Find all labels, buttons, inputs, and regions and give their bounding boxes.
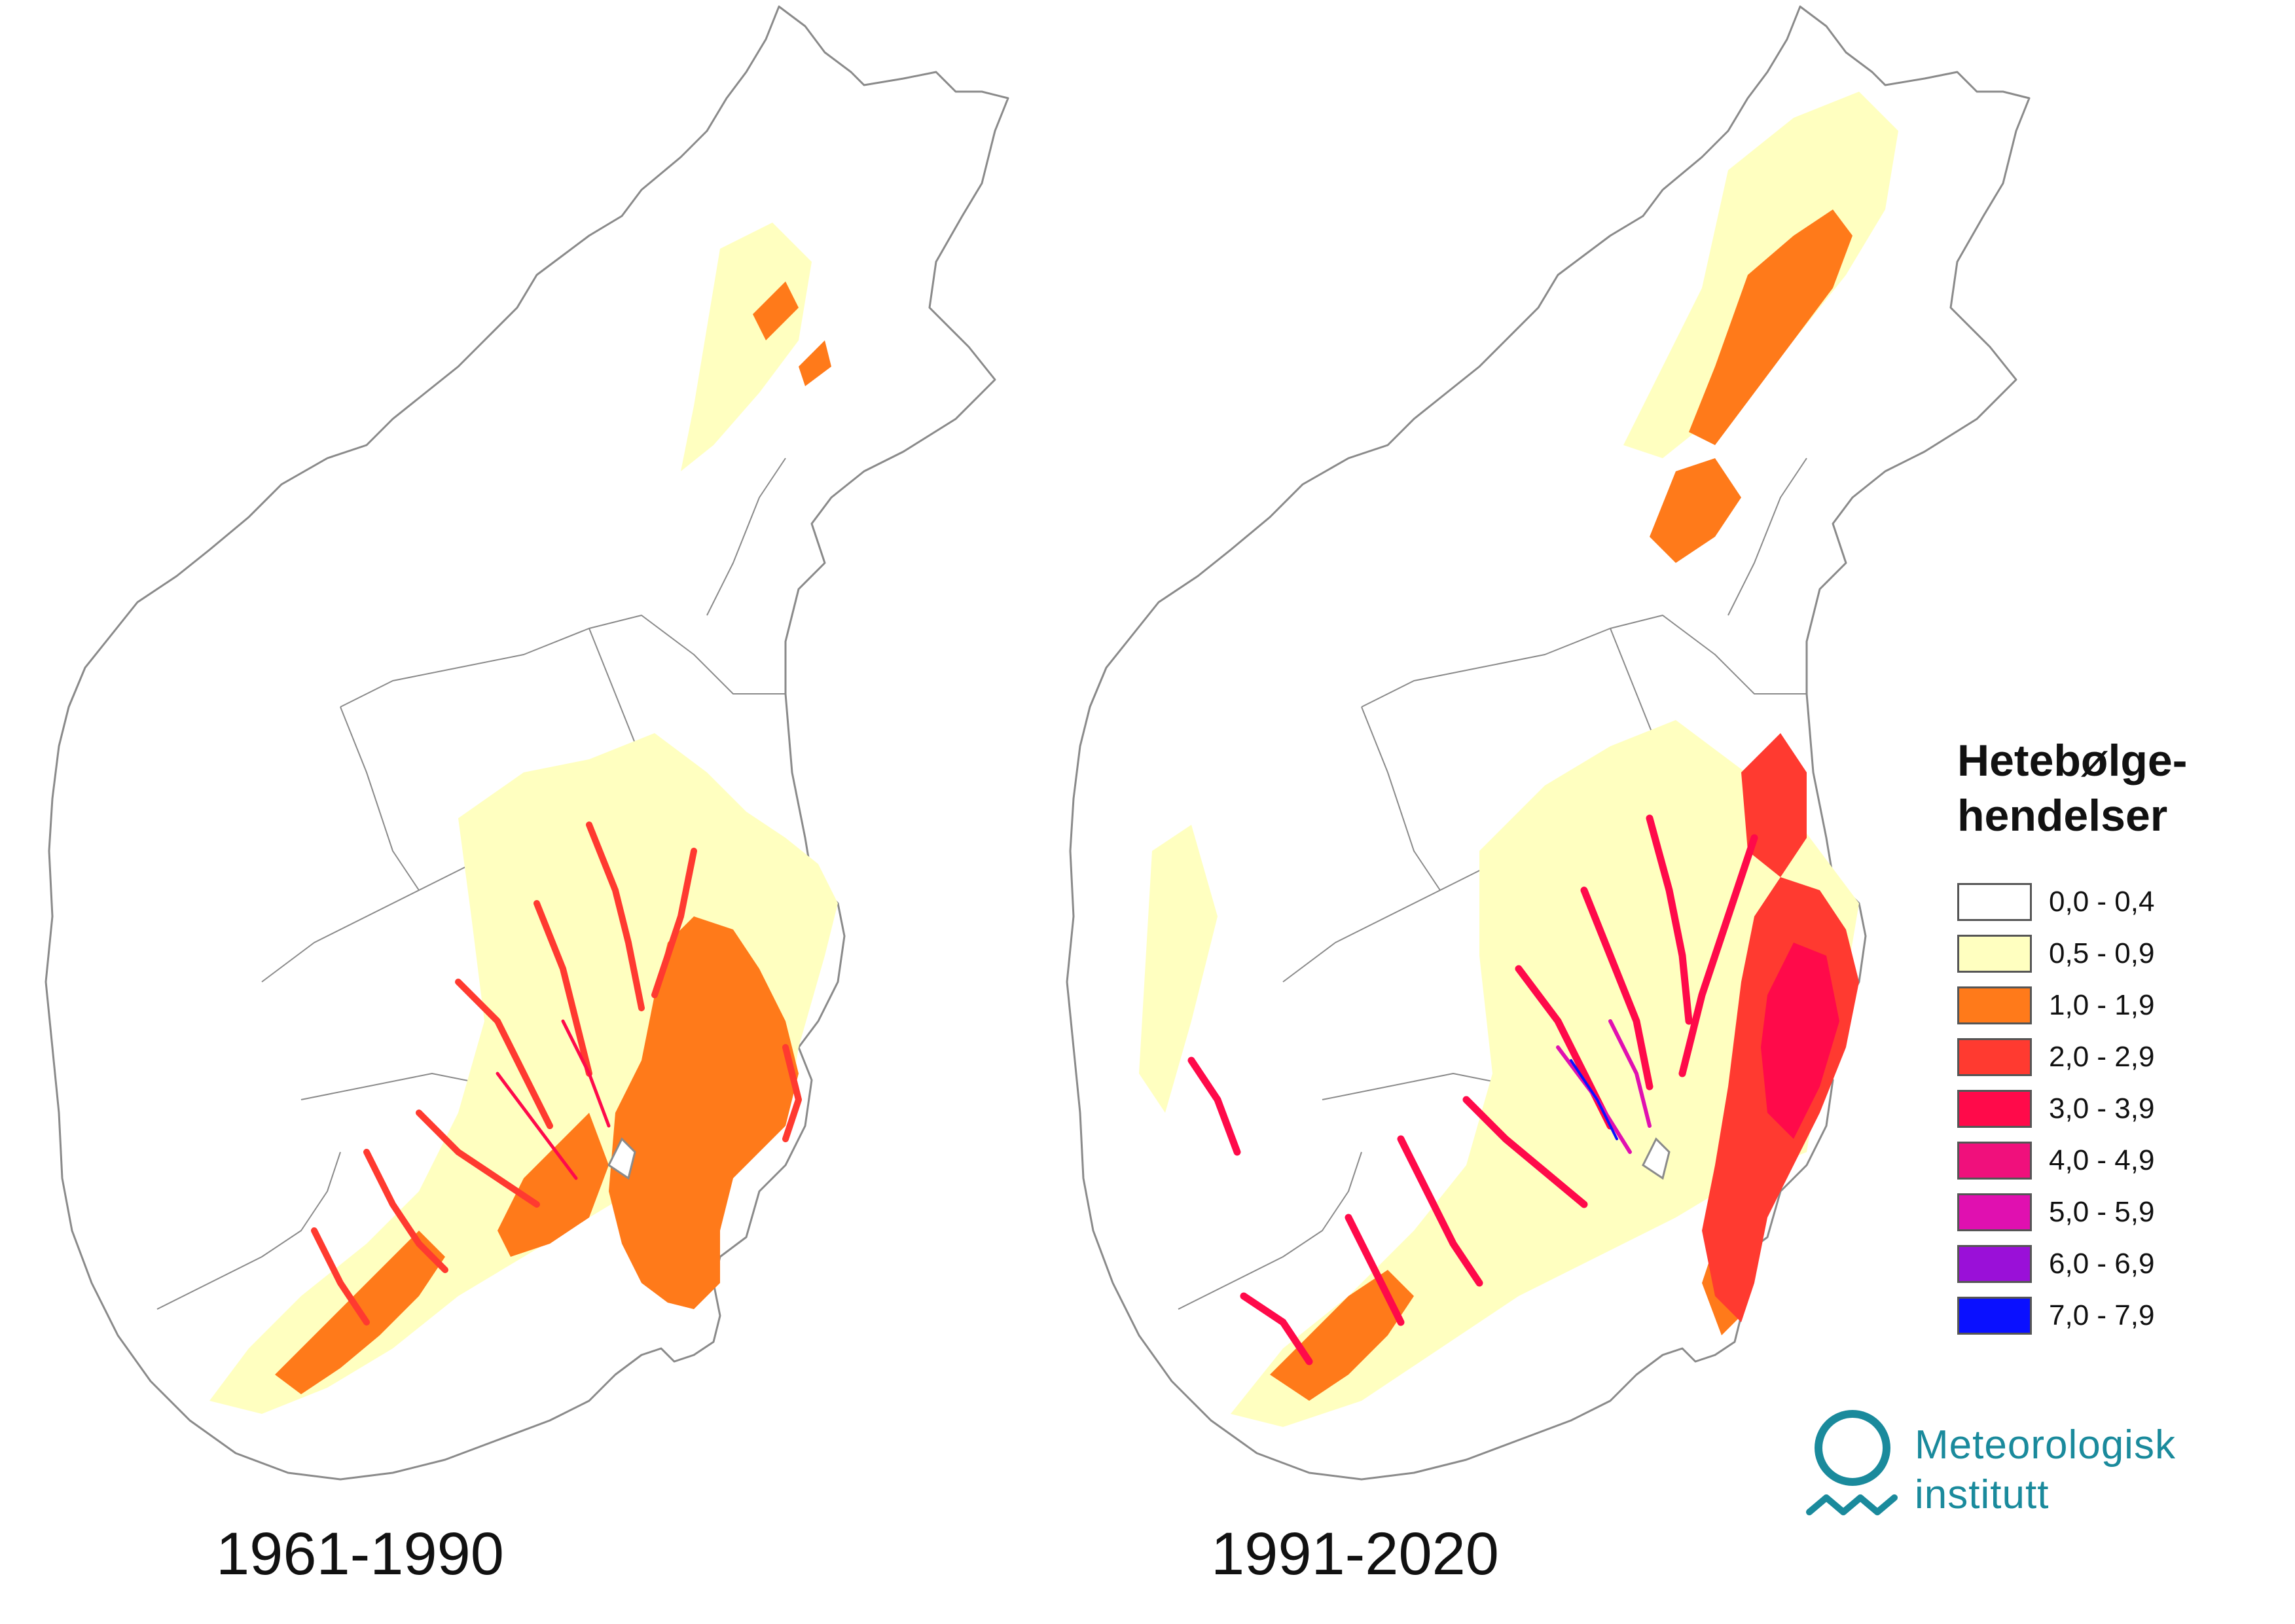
met-logo-text: Meteorologisk institutt [1915, 1420, 2176, 1520]
legend-swatch [1957, 1038, 2032, 1076]
inland-lake [1642, 1137, 1671, 1180]
legend-range-label: 6,0 - 6,9 [2049, 1247, 2155, 1280]
legend-swatch [1957, 986, 2032, 1024]
legend-swatch [1957, 1296, 2032, 1335]
maximum-frequency-lines [1570, 1059, 1618, 1140]
met-logo-line1: Meteorologisk [1915, 1422, 2176, 1468]
high-frequency-areas [311, 821, 802, 1326]
norway-outline [45, 5, 1009, 1481]
legend-range-label: 1,0 - 1,9 [2049, 988, 2155, 1021]
met-institute-logo: Meteorologisk institutt [1794, 1401, 2252, 1532]
legend-swatch [1957, 1141, 2032, 1180]
legend-item: 7,0 - 7,9 [1957, 1290, 2271, 1341]
legend-list: 0,0 - 0,4 0,5 - 0,9 1,0 - 1,9 2,0 - 2,9 3,0 … [1957, 876, 2271, 1341]
legend-range-label: 5,0 - 5,9 [2049, 1195, 2155, 1228]
legend-swatch [1957, 934, 2032, 973]
legend-swatch [1957, 1244, 2032, 1283]
heatwave-map-1991-2020 [1066, 5, 2031, 1481]
period-label-right: 1991-2020 [1211, 1521, 1499, 1587]
legend-item: 3,0 - 3,9 [1957, 1083, 2271, 1134]
legend-range-label: 3,0 - 3,9 [2049, 1092, 2155, 1125]
legend-item: 2,0 - 2,9 [1957, 1031, 2271, 1083]
legend-swatch [1957, 882, 2032, 921]
legend-title-line1: Hetebølge- [1957, 736, 2188, 785]
legend-range-label: 0,0 - 0,4 [2049, 885, 2155, 918]
legend-title-line2: hendelser [1957, 791, 2168, 840]
peak-frequency-lines [496, 1019, 611, 1180]
inland-lake [607, 1137, 636, 1180]
legend-item: 6,0 - 6,9 [1957, 1238, 2271, 1290]
very-high-frequency-areas [1761, 943, 1839, 1139]
legend-item: 0,0 - 0,4 [1957, 876, 2271, 928]
legend-swatch [1957, 1089, 2032, 1128]
legend-title: Hetebølge- hendelser [1957, 733, 2271, 843]
heatwave-map-1961-1990 [45, 5, 1009, 1481]
met-logo-line2: institutt [1915, 1472, 2050, 1517]
legend-item: 4,0 - 4,9 [1957, 1134, 2271, 1186]
legend: Hetebølge- hendelser 0,0 - 0,4 0,5 - 0,9 1… [1957, 733, 2271, 1341]
period-label-left: 1961-1990 [216, 1521, 504, 1587]
legend-item: 0,5 - 0,9 [1957, 928, 2271, 979]
met-logo-icon [1806, 1410, 1898, 1515]
legend-range-label: 7,0 - 7,9 [2049, 1299, 2155, 1331]
legend-item: 1,0 - 1,9 [1957, 979, 2271, 1031]
legend-range-label: 2,0 - 2,9 [2049, 1040, 2155, 1073]
legend-range-label: 0,5 - 0,9 [2049, 937, 2155, 969]
river-valley-lines [1187, 814, 1758, 1365]
legend-swatch [1957, 1193, 2032, 1231]
legend-item: 5,0 - 5,9 [1957, 1186, 2271, 1238]
legend-range-label: 4,0 - 4,9 [2049, 1144, 2155, 1176]
